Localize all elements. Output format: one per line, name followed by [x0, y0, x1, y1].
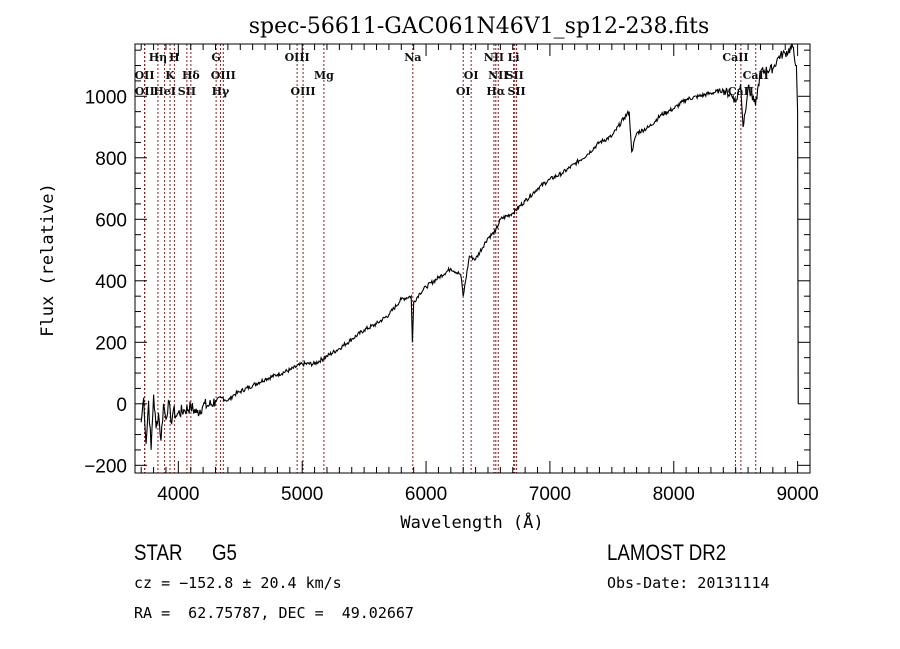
spectral-line-label: SII [507, 85, 525, 98]
spectral-line-label: Hη [149, 51, 167, 64]
y-tick-label: 0 [116, 395, 127, 416]
spectral-line-label: OIII [211, 69, 236, 82]
redshift-value: cz = −152.8 ± 20.4 km/s [134, 574, 342, 592]
spectral-line-markers [144, 44, 757, 473]
x-axis-title: Wavelength (Å) [400, 511, 543, 533]
y-tick-label: 200 [95, 333, 127, 354]
plot-frame [134, 43, 811, 474]
spectrum-line [140, 43, 799, 450]
spectral-line-label: Li [508, 51, 520, 64]
spectral-line-label: NII [488, 69, 508, 82]
spectral-line-label: OII [135, 85, 155, 98]
x-tick-label: 7000 [529, 484, 571, 505]
spectral-line-label: CaII [728, 85, 754, 98]
spectral-line-label: OI [456, 85, 471, 98]
spectral-line-label: SII [506, 69, 524, 82]
spectral-line-label: Mg [314, 69, 334, 82]
spectral-line-label: G [211, 51, 220, 64]
x-tick-label: 4000 [157, 484, 199, 505]
survey-name: LAMOST DR2 [607, 540, 727, 565]
subclass: G5 [212, 540, 237, 565]
series-layer [140, 43, 799, 450]
spectral-line-label: OII [135, 69, 155, 82]
spectral-line-label: OIII [285, 51, 310, 64]
chart-title: spec-56611-GAC061N46V1_sp12-238.fits [249, 14, 710, 39]
y-tick-label: 600 [95, 210, 127, 231]
y-tick-label: 400 [95, 272, 127, 293]
spectral-line-label: CaII [743, 69, 769, 82]
object-type: STAR [134, 540, 183, 565]
axes: 4000 5000 6000 7000 8000 9000 −200 0 200 400 600 80… [84, 43, 819, 505]
x-tick-label: 8000 [653, 484, 695, 505]
spectral-line-label: OI [464, 69, 479, 82]
spectral-line-label: K [165, 69, 175, 82]
y-tick-label: −200 [84, 456, 127, 477]
spectral-line-label: Hγ [212, 85, 230, 98]
coordinates: RA = 62.75787, DEC = 49.02667 [134, 604, 414, 622]
x-tick-label: 9000 [776, 484, 818, 505]
y-tick-label: 800 [95, 149, 127, 170]
x-tick-label: 5000 [281, 484, 323, 505]
spectral-line-label: OIII [291, 85, 316, 98]
spectral-line-label: Na [404, 51, 421, 64]
spectral-line-label: CaII [722, 51, 748, 64]
spectral-line-label: NII [484, 51, 504, 64]
spectral-line-label: SII [178, 85, 196, 98]
spectral-line-label: Hα [486, 85, 505, 98]
obs-date: Obs-Date: 20131114 [607, 574, 770, 592]
x-tick-label: 6000 [405, 484, 447, 505]
y-axis-title: Flux (relative) [38, 183, 58, 337]
y-tick-label: 1000 [85, 87, 127, 108]
spectral-line-label: H [169, 51, 179, 64]
spectral-line-label: Hδ [182, 69, 200, 82]
spectral-line-label: HeI [153, 85, 176, 98]
